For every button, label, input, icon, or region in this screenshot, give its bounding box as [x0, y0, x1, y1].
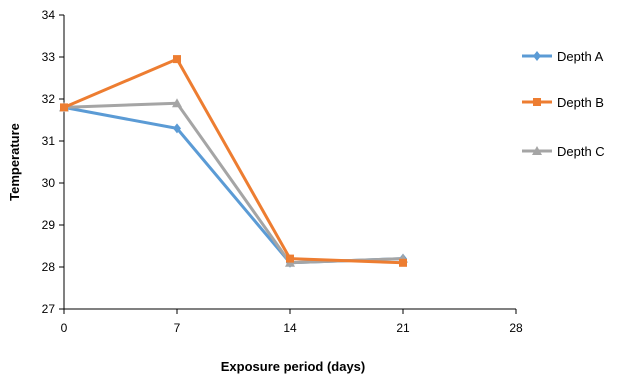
y-tick-label: 27: [42, 302, 56, 316]
x-ticks: 0 7 14 21 28: [61, 309, 523, 335]
x-tick-label: 21: [396, 321, 410, 335]
legend-item-depth-a: Depth A: [522, 49, 604, 64]
x-tick-label: 0: [61, 321, 68, 335]
legend-label-depth-b: Depth B: [557, 95, 604, 110]
y-tick-label: 31: [42, 134, 56, 148]
data-point-depth-b: [286, 254, 294, 263]
y-axis-title: Temperature: [7, 123, 22, 201]
x-tick-label: 14: [283, 321, 297, 335]
series-lines: [59, 55, 408, 268]
y-tick-label: 33: [42, 50, 56, 64]
y-tick-label: 30: [42, 176, 56, 190]
series-line-depth-c: [62, 101, 405, 265]
y-tick-label: 29: [42, 218, 56, 232]
data-point-depth-b: [173, 55, 181, 64]
series-depth-b: [60, 55, 407, 267]
data-point-depth-c: [172, 98, 182, 108]
data-point-depth-a: [173, 123, 181, 134]
data-point-depth-b: [399, 258, 407, 267]
legend-marker-depth-c: [532, 146, 542, 155]
legend-label-depth-a: Depth A: [557, 49, 604, 64]
x-axis-title: Exposure period (days): [221, 359, 365, 374]
y-tick-label: 32: [42, 92, 56, 106]
x-tick-label: 7: [174, 321, 181, 335]
series-line-depth-b: [62, 57, 405, 265]
x-tick-label: 28: [509, 321, 523, 335]
y-tick-label: 34: [42, 8, 56, 22]
legend-item-depth-c: Depth C: [522, 144, 605, 159]
y-ticks: 27 28 29 30 31 32 33 34: [42, 8, 64, 316]
legend-item-depth-b: Depth B: [522, 95, 604, 110]
series-depth-c: [59, 98, 408, 267]
data-point-depth-b: [60, 103, 68, 112]
legend-label-depth-c: Depth C: [557, 144, 605, 159]
y-tick-label: 28: [42, 260, 56, 274]
legend-marker-depth-a: [533, 51, 541, 61]
legend: Depth A Depth B Depth C: [522, 49, 605, 159]
legend-marker-depth-b: [533, 98, 541, 106]
